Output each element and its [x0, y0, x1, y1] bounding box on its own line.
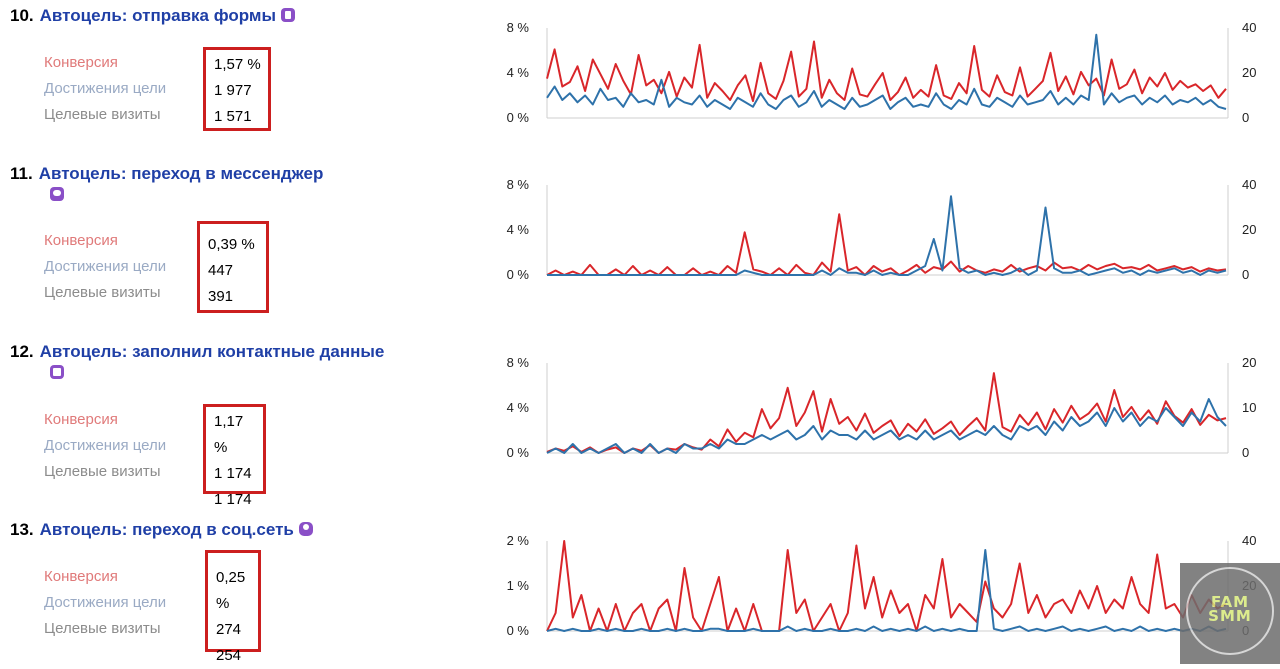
- goal-name-link[interactable]: Автоцель: отправка формы: [39, 6, 276, 25]
- metric-labels: Конверсия Достижения цели Целевые визиты: [44, 564, 166, 642]
- watermark-text: FAM SMM: [1180, 593, 1280, 625]
- left-tick-label: 2 %: [507, 533, 530, 548]
- chat-icon: [50, 187, 64, 201]
- goal-title[interactable]: 13. Автоцель: переход в соц.сеть: [10, 520, 313, 540]
- visits-label: Целевые визиты: [44, 106, 161, 123]
- reaches-label: Достижения цели: [44, 437, 167, 454]
- visits-series-line: [546, 549, 1227, 632]
- left-tick-label: 4 %: [507, 222, 530, 237]
- reaches-value: 447: [208, 262, 234, 279]
- goal-name-link[interactable]: Автоцель: заполнил контактные данные: [39, 342, 385, 361]
- watermark-logo: FAM SMM: [1180, 563, 1280, 664]
- left-tick-label: 8 %: [507, 177, 530, 192]
- conversion-value: 0,39 %: [208, 236, 255, 253]
- reaches-label: Достижения цели: [44, 258, 167, 275]
- right-tick-label: 40: [1242, 20, 1256, 35]
- visits-series-line: [547, 195, 1227, 276]
- reaches-value: 1 174: [214, 465, 252, 482]
- conversion-label: Конверсия: [44, 568, 118, 585]
- form-icon: [281, 8, 295, 22]
- left-tick-label: 1 %: [507, 578, 530, 593]
- goal-title[interactable]: 10. Автоцель: отправка формы: [10, 6, 295, 26]
- goal-number: 11.: [10, 164, 33, 183]
- left-tick-label: 4 %: [507, 65, 530, 80]
- goal-number: 13.: [10, 520, 34, 539]
- reaches-value: 274: [216, 621, 242, 638]
- right-tick-label: 40: [1242, 177, 1256, 192]
- visits-value: 391: [208, 288, 234, 305]
- visits-series-line: [546, 33, 1227, 110]
- right-tick-label: 0: [1242, 267, 1249, 282]
- left-tick-label: 0 %: [507, 445, 530, 460]
- left-tick-label: 0 %: [507, 110, 530, 125]
- line-chart: 8 % 4 % 0 % 40 20 0: [507, 20, 1257, 125]
- conversion-series-line: [546, 40, 1227, 103]
- line-chart: 8 % 4 % 0 % 40 20 0: [507, 177, 1257, 282]
- conversion-series-line: [546, 372, 1227, 454]
- conversion-label: Конверсия: [44, 232, 118, 249]
- conversion-label: Конверсия: [44, 411, 118, 428]
- right-tick-label: 0: [1242, 110, 1249, 125]
- right-tick-label: 10: [1242, 400, 1256, 415]
- visits-value: 1 174: [214, 491, 252, 508]
- goal-title[interactable]: 12. Автоцель: заполнил контактные данные: [10, 342, 384, 362]
- metric-values-box: 1,17 % 1 174 1 174: [203, 404, 266, 508]
- metric-values-box: 0,39 % 447 391: [197, 221, 269, 313]
- goal-number: 12.: [10, 342, 34, 361]
- visits-label: Целевые визиты: [44, 284, 161, 301]
- left-tick-label: 8 %: [507, 20, 530, 35]
- visits-label: Целевые визиты: [44, 620, 161, 637]
- left-tick-label: 0 %: [507, 267, 530, 282]
- watermark-line1: FAM: [1210, 593, 1250, 611]
- visits-value: 1 571: [214, 108, 252, 125]
- conversion-value: 1,57 %: [214, 56, 261, 73]
- conversion-series-line: [546, 540, 1227, 632]
- metric-values-box: 0,25 % 274 254: [205, 550, 261, 664]
- reaches-label: Достижения цели: [44, 80, 167, 97]
- right-tick-label: 20: [1242, 355, 1256, 370]
- reaches-value: 1 977: [214, 82, 252, 99]
- visits-series-line: [546, 398, 1227, 454]
- metric-labels: Конверсия Достижения цели Целевые визиты: [44, 228, 166, 306]
- metric-values-box: 1,57 % 1 977 1 571: [203, 47, 271, 131]
- conversion-value: 1,17 %: [214, 413, 244, 456]
- watermark-line2: SMM: [1208, 607, 1252, 625]
- goal-title[interactable]: 11. Автоцель: переход в мессенджер: [10, 164, 323, 184]
- visits-value: 254: [216, 647, 242, 664]
- conversion-series-line: [546, 213, 1227, 276]
- left-tick-label: 4 %: [507, 400, 530, 415]
- watermark-circle: [1186, 567, 1274, 655]
- line-chart: 8 % 4 % 0 % 20 10 0: [507, 355, 1257, 460]
- right-tick-label: 40: [1242, 533, 1256, 548]
- right-tick-label: 20: [1242, 65, 1256, 80]
- conversion-value: 0,25 %: [216, 569, 246, 612]
- reaches-label: Достижения цели: [44, 594, 167, 611]
- metric-labels: Конверсия Достижения цели Целевые визиты: [44, 50, 166, 128]
- goal-name-link[interactable]: Автоцель: переход в мессенджер: [38, 164, 324, 183]
- person-icon: [298, 522, 313, 536]
- conversion-label: Конверсия: [44, 54, 118, 71]
- visits-label: Целевые визиты: [44, 463, 161, 480]
- goal-number: 10.: [10, 6, 34, 25]
- metric-labels: Конверсия Достижения цели Целевые визиты: [44, 407, 166, 485]
- right-tick-label: 20: [1242, 222, 1256, 237]
- left-tick-label: 0 %: [507, 623, 530, 638]
- right-tick-label: 0: [1242, 445, 1249, 460]
- goal-name-link[interactable]: Автоцель: переход в соц.сеть: [39, 520, 294, 539]
- left-tick-label: 8 %: [507, 355, 530, 370]
- contact-card-icon: [50, 365, 64, 379]
